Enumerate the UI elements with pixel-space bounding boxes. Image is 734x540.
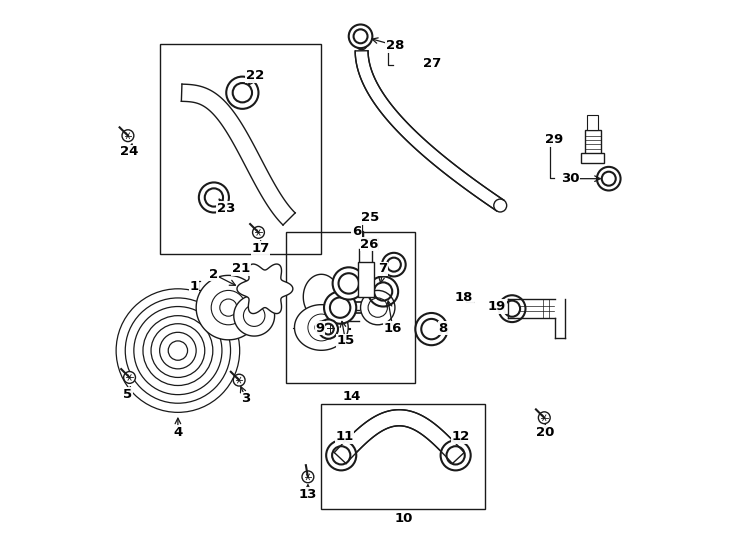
Text: 23: 23 (217, 202, 236, 215)
Circle shape (602, 172, 616, 186)
Text: 14: 14 (343, 390, 361, 403)
Circle shape (233, 374, 245, 386)
Text: 29: 29 (545, 133, 563, 146)
Bar (321, 404, 485, 509)
Polygon shape (294, 305, 348, 350)
Text: 24: 24 (120, 145, 139, 158)
Text: 21: 21 (232, 262, 250, 275)
Circle shape (325, 322, 336, 333)
Text: 17: 17 (252, 242, 270, 255)
Circle shape (324, 292, 356, 323)
Circle shape (233, 83, 252, 103)
Text: 18: 18 (454, 292, 473, 305)
Circle shape (538, 412, 550, 424)
Circle shape (504, 301, 520, 317)
Circle shape (387, 258, 401, 272)
Bar (286, 232, 415, 383)
Circle shape (199, 183, 229, 213)
Text: 26: 26 (360, 238, 379, 251)
Text: 8: 8 (439, 321, 448, 334)
Circle shape (122, 130, 134, 141)
Circle shape (302, 471, 314, 483)
Circle shape (330, 298, 350, 318)
Circle shape (323, 323, 334, 334)
Circle shape (332, 446, 350, 464)
Polygon shape (303, 274, 339, 320)
Text: 1: 1 (189, 280, 199, 293)
Circle shape (498, 295, 526, 322)
Circle shape (252, 226, 264, 238)
Bar (581, 153, 605, 163)
Circle shape (494, 199, 506, 212)
Text: 13: 13 (299, 488, 317, 501)
Text: 11: 11 (335, 430, 354, 443)
Text: 15: 15 (336, 334, 355, 347)
Bar (587, 115, 598, 130)
Circle shape (123, 372, 136, 383)
Circle shape (319, 320, 338, 339)
Circle shape (354, 29, 368, 43)
Circle shape (421, 319, 442, 339)
Text: 7: 7 (379, 262, 388, 275)
Circle shape (226, 77, 258, 109)
Circle shape (338, 273, 359, 294)
Circle shape (446, 446, 465, 464)
Text: 1: 1 (189, 280, 199, 293)
Bar (160, 44, 321, 254)
Circle shape (333, 267, 365, 300)
Text: 22: 22 (246, 69, 264, 82)
Text: 19: 19 (488, 300, 506, 313)
Polygon shape (237, 264, 293, 314)
Text: 27: 27 (424, 57, 442, 70)
Bar (358, 262, 374, 297)
Circle shape (374, 282, 392, 301)
Circle shape (205, 188, 223, 207)
Text: 25: 25 (360, 211, 379, 224)
Text: 12: 12 (452, 430, 470, 443)
Polygon shape (334, 410, 464, 463)
Text: 6: 6 (352, 225, 361, 238)
Text: 20: 20 (536, 426, 555, 438)
Text: 4: 4 (173, 426, 183, 438)
Text: 3: 3 (241, 393, 251, 406)
Circle shape (356, 39, 367, 50)
Circle shape (440, 440, 470, 470)
Text: 30: 30 (561, 172, 579, 185)
Text: 2: 2 (209, 268, 219, 281)
Circle shape (349, 24, 372, 48)
Circle shape (368, 276, 398, 307)
Polygon shape (355, 51, 504, 211)
Circle shape (415, 313, 448, 345)
Text: 10: 10 (394, 512, 413, 525)
Polygon shape (196, 275, 261, 340)
Circle shape (382, 253, 406, 276)
Polygon shape (233, 295, 275, 336)
Circle shape (326, 440, 356, 470)
Bar (584, 130, 600, 156)
Text: 16: 16 (384, 321, 402, 334)
Text: 28: 28 (386, 39, 404, 52)
Text: 9: 9 (315, 321, 324, 334)
Circle shape (597, 167, 620, 191)
Text: 5: 5 (123, 388, 133, 401)
